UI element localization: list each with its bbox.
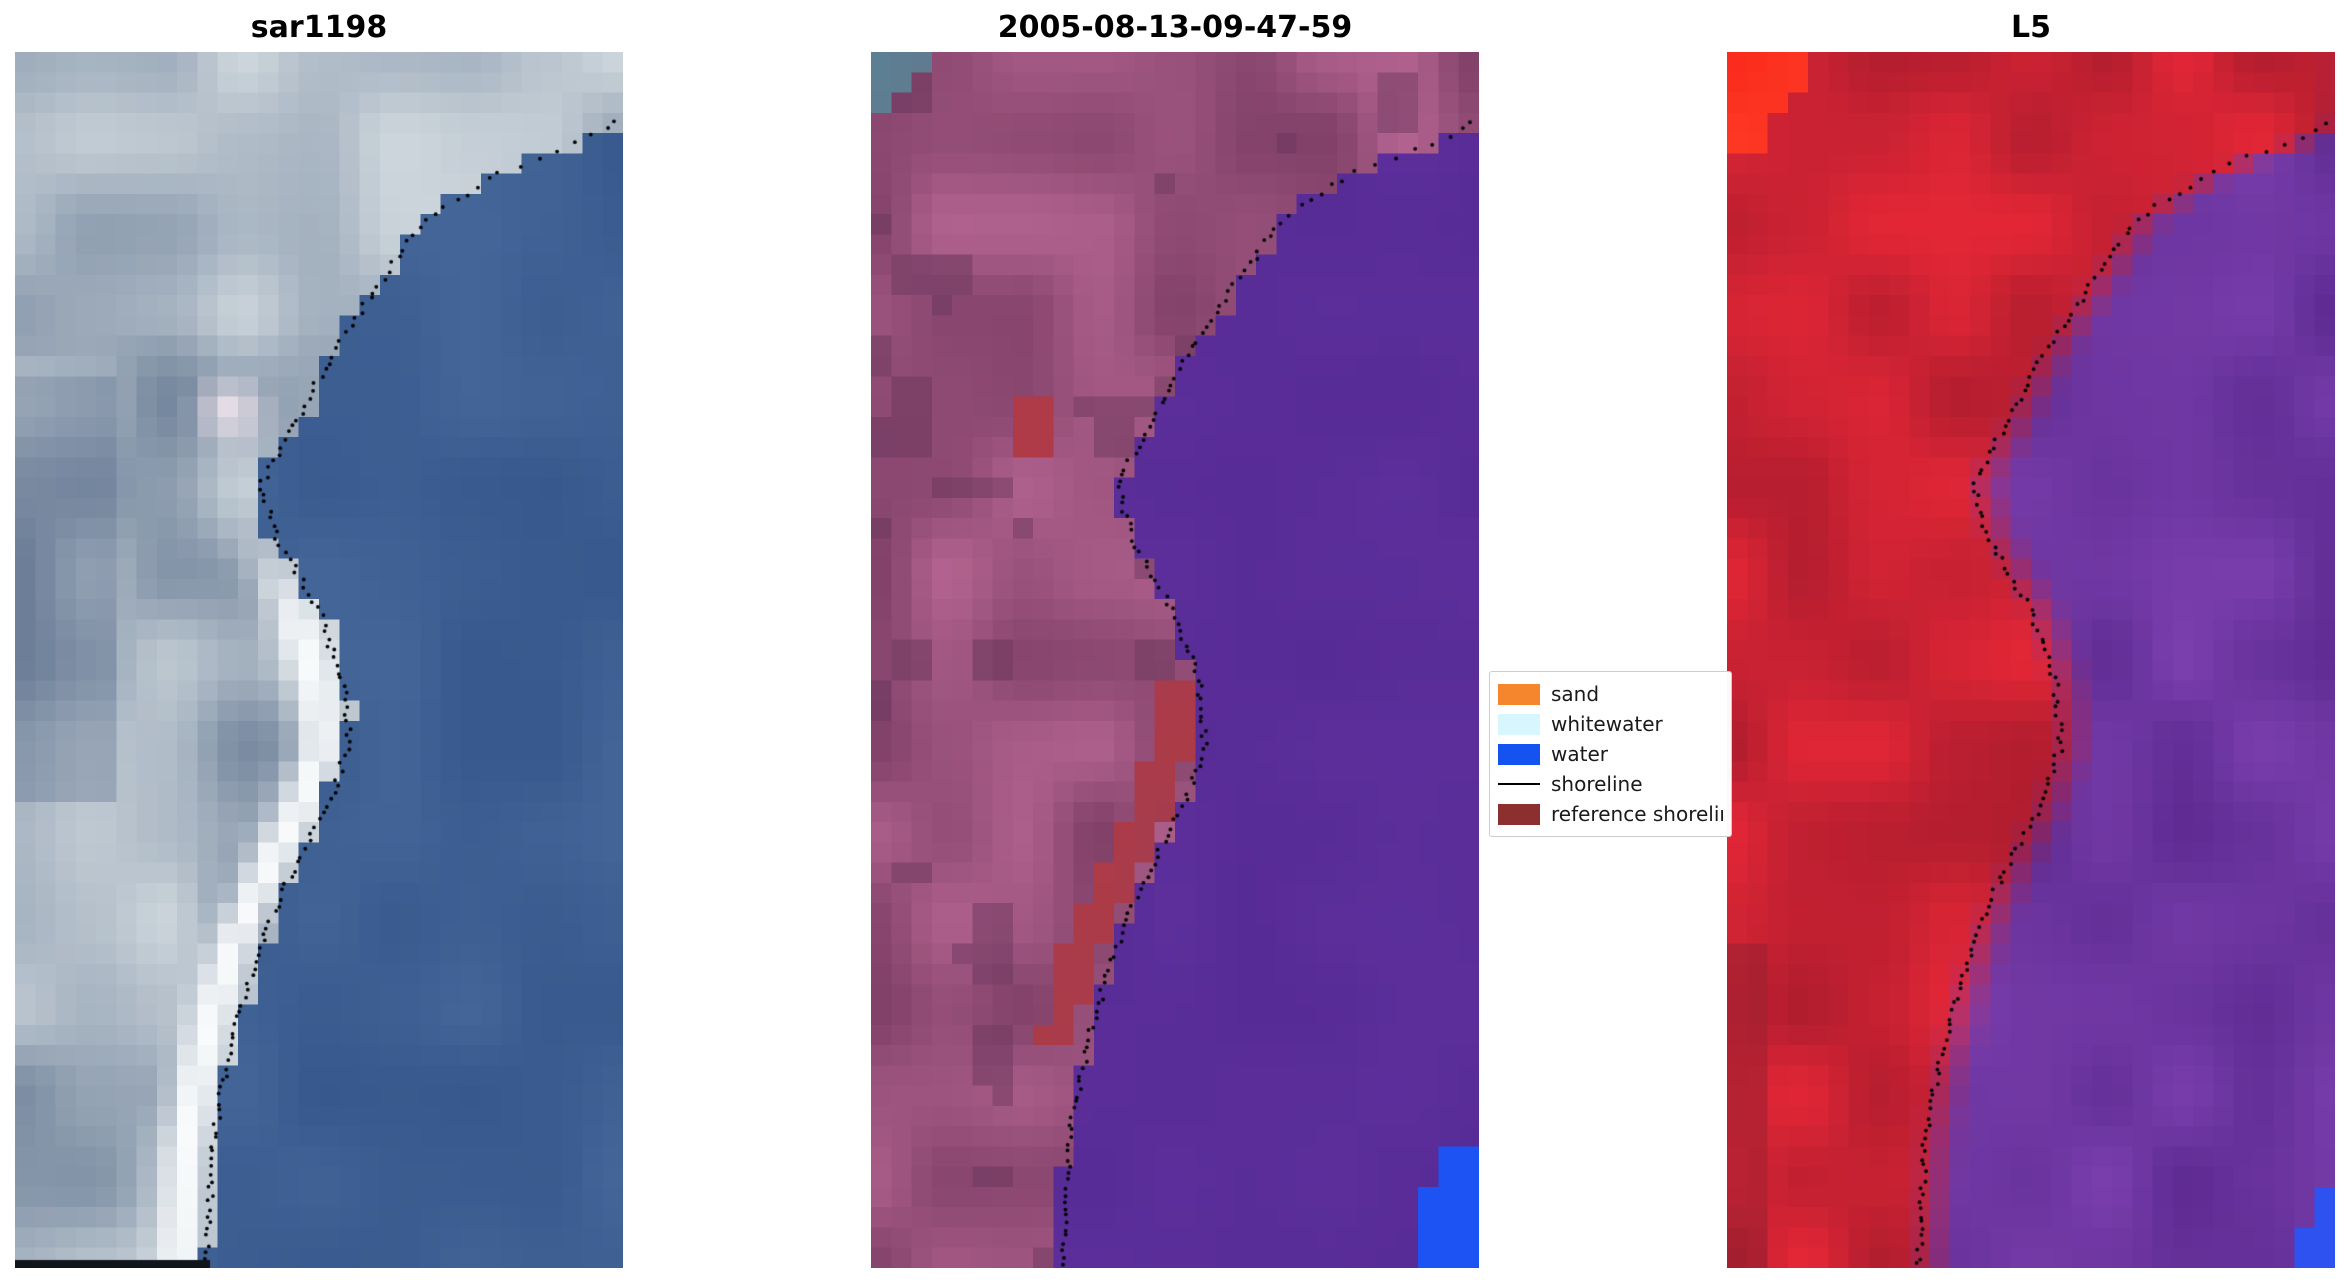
legend-item-sand: sand [1498,679,1723,709]
legend: sand whitewater water shoreline referenc… [1489,671,1732,837]
panel-sar1198: sar1198 [15,8,623,1268]
water-swatch [1498,743,1540,765]
legend-item-water: water [1498,739,1723,769]
classified-image [871,52,1479,1268]
l5-image [1727,52,2335,1268]
panel-title-l5: L5 [2011,10,2051,45]
l5-shoreline-dots [1727,52,2335,1268]
legend-label-reference-shoreline: reference shoreline [1551,802,1723,826]
sar-shoreline-dots [15,52,623,1268]
reference-shoreline-swatch [1498,803,1540,825]
legend-item-shoreline: shoreline [1498,769,1723,799]
legend-label-sand: sand [1551,682,1600,706]
shoreline-line-swatch [1498,783,1540,785]
panel-title-classified: 2005-08-13-09-47-59 [997,10,1353,45]
panel-title-sar1198: sar1198 [250,10,388,45]
panel-l5: L5 [1727,8,2335,1268]
panel-classified: 2005-08-13-09-47-59 [871,8,1479,1268]
legend-label-shoreline: shoreline [1551,772,1643,796]
sand-swatch [1498,683,1540,705]
whitewater-swatch [1498,713,1540,735]
legend-item-whitewater: whitewater [1498,709,1723,739]
classified-shoreline-dots [871,52,1479,1268]
legend-item-reference-shoreline: reference shoreline [1498,799,1723,829]
legend-label-whitewater: whitewater [1551,712,1663,736]
sar-image [15,52,623,1268]
legend-label-water: water [1551,742,1608,766]
